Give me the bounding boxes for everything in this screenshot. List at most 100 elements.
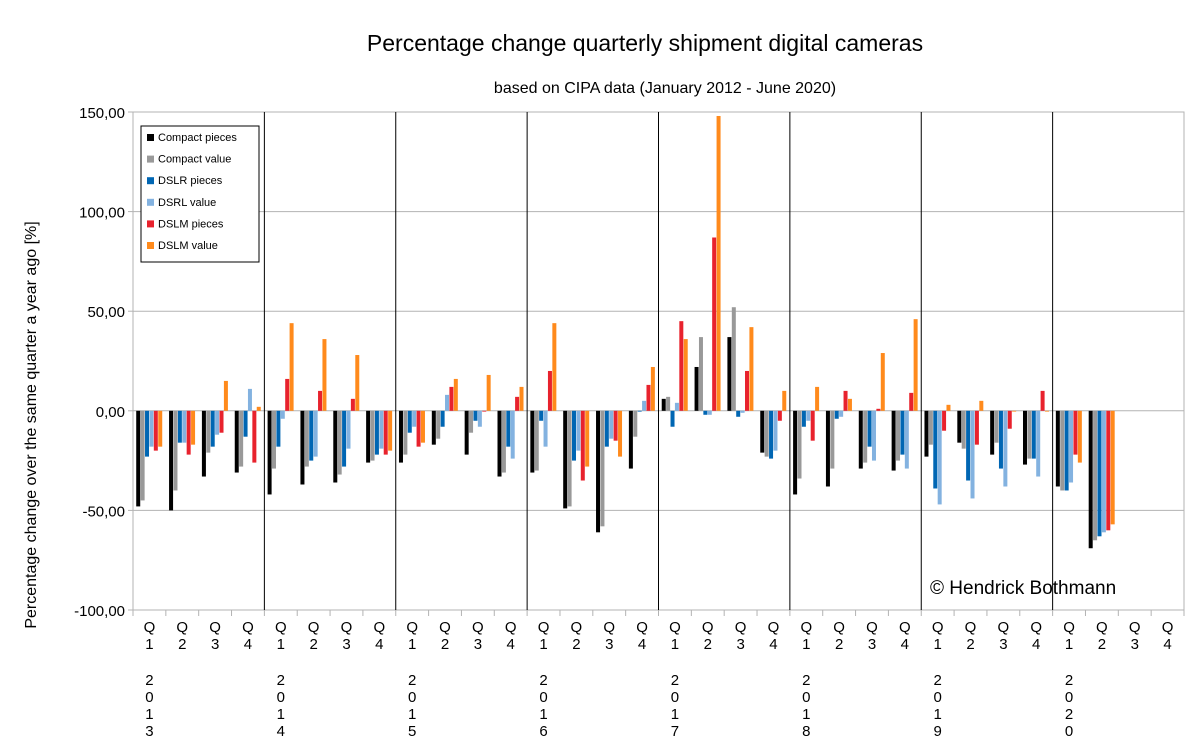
x-year-label: 2: [1065, 706, 1073, 723]
bar: [670, 410, 675, 427]
legend-swatch: [147, 242, 154, 249]
bar: [1045, 410, 1050, 412]
bar: [285, 378, 290, 411]
bar: [506, 410, 511, 447]
bar: [510, 410, 515, 459]
x-tick-label: 3: [999, 636, 1007, 653]
x-tick-label: Q: [932, 619, 944, 636]
bar: [440, 410, 445, 427]
bar: [825, 410, 830, 487]
bar: [267, 410, 272, 495]
bar: [633, 410, 638, 437]
bar: [679, 321, 684, 411]
x-tick-label: 3: [605, 636, 613, 653]
bar: [501, 410, 506, 473]
bar: [234, 410, 239, 473]
bar: [847, 398, 852, 411]
bar: [177, 410, 182, 443]
bar: [186, 410, 191, 455]
bar: [703, 410, 708, 415]
x-tick-label: 2: [704, 636, 712, 653]
bar: [782, 390, 787, 411]
x-tick-label: 4: [1032, 636, 1040, 653]
bar: [896, 410, 901, 461]
bar: [745, 370, 750, 411]
x-tick-label: 1: [408, 636, 416, 653]
x-year-label: 0: [1065, 723, 1073, 740]
bar: [1055, 410, 1060, 487]
bar: [149, 410, 154, 447]
bar: [416, 410, 421, 447]
bar: [815, 386, 820, 411]
x-tick-label: Q: [275, 619, 287, 636]
x-tick-label: Q: [1129, 619, 1141, 636]
bar: [318, 390, 323, 411]
bar: [252, 410, 257, 463]
x-year-label: 8: [802, 723, 810, 740]
x-tick-label: 3: [736, 636, 744, 653]
bar: [539, 410, 544, 421]
bar: [596, 410, 601, 533]
bar: [609, 410, 614, 439]
bar: [1023, 410, 1028, 465]
x-tick-label: 3: [211, 636, 219, 653]
bar: [289, 323, 294, 411]
x-tick-label: Q: [965, 619, 977, 636]
x-tick-label: Q: [866, 619, 878, 636]
bar: [477, 410, 482, 427]
x-tick-label: Q: [439, 619, 451, 636]
bar: [839, 410, 844, 417]
x-tick-label: Q: [603, 619, 615, 636]
legend-swatch: [147, 198, 154, 206]
bar: [519, 386, 524, 411]
bar: [974, 410, 979, 445]
bar: [646, 384, 651, 411]
bar: [534, 410, 539, 471]
bar: [140, 410, 145, 501]
x-year-label: 2: [934, 672, 942, 689]
bar: [830, 410, 835, 469]
bar: [642, 400, 647, 411]
bar: [1007, 410, 1012, 429]
bar: [769, 410, 774, 459]
bar: [355, 355, 360, 411]
x-tick-label: Q: [1063, 619, 1075, 636]
bar: [219, 410, 224, 433]
bar: [1027, 410, 1032, 459]
bar: [309, 410, 314, 461]
bar: [313, 410, 318, 457]
x-tick-label: 1: [1065, 636, 1073, 653]
bar: [322, 339, 327, 411]
bar: [1031, 410, 1036, 459]
x-tick-label: Q: [702, 619, 714, 636]
bar: [600, 410, 605, 527]
bar: [858, 410, 863, 469]
x-tick-label: 1: [934, 636, 942, 653]
x-tick-label: 1: [277, 636, 285, 653]
bar: [793, 410, 798, 495]
bar: [374, 410, 379, 455]
bar: [182, 410, 187, 443]
x-year-label: 0: [408, 689, 416, 706]
bar: [797, 410, 802, 479]
bar: [1003, 410, 1008, 487]
x-tick-label: Q: [505, 619, 517, 636]
bar: [563, 410, 568, 509]
x-tick-label: Q: [998, 619, 1010, 636]
bar: [876, 408, 881, 411]
bar: [957, 410, 962, 443]
x-tick-label: Q: [1096, 619, 1108, 636]
legend-label: DSLM value: [158, 240, 218, 252]
bar: [436, 410, 441, 439]
x-year-label: 1: [145, 706, 153, 723]
x-year-label: 2: [539, 672, 547, 689]
x-tick-label: 4: [375, 636, 383, 653]
x-tick-label: Q: [341, 619, 353, 636]
bar: [145, 410, 150, 457]
bar: [1093, 410, 1098, 541]
bar: [271, 410, 276, 469]
x-tick-label: Q: [800, 619, 812, 636]
bar: [280, 410, 285, 419]
bar: [206, 410, 211, 453]
x-tick-label: 1: [802, 636, 810, 653]
